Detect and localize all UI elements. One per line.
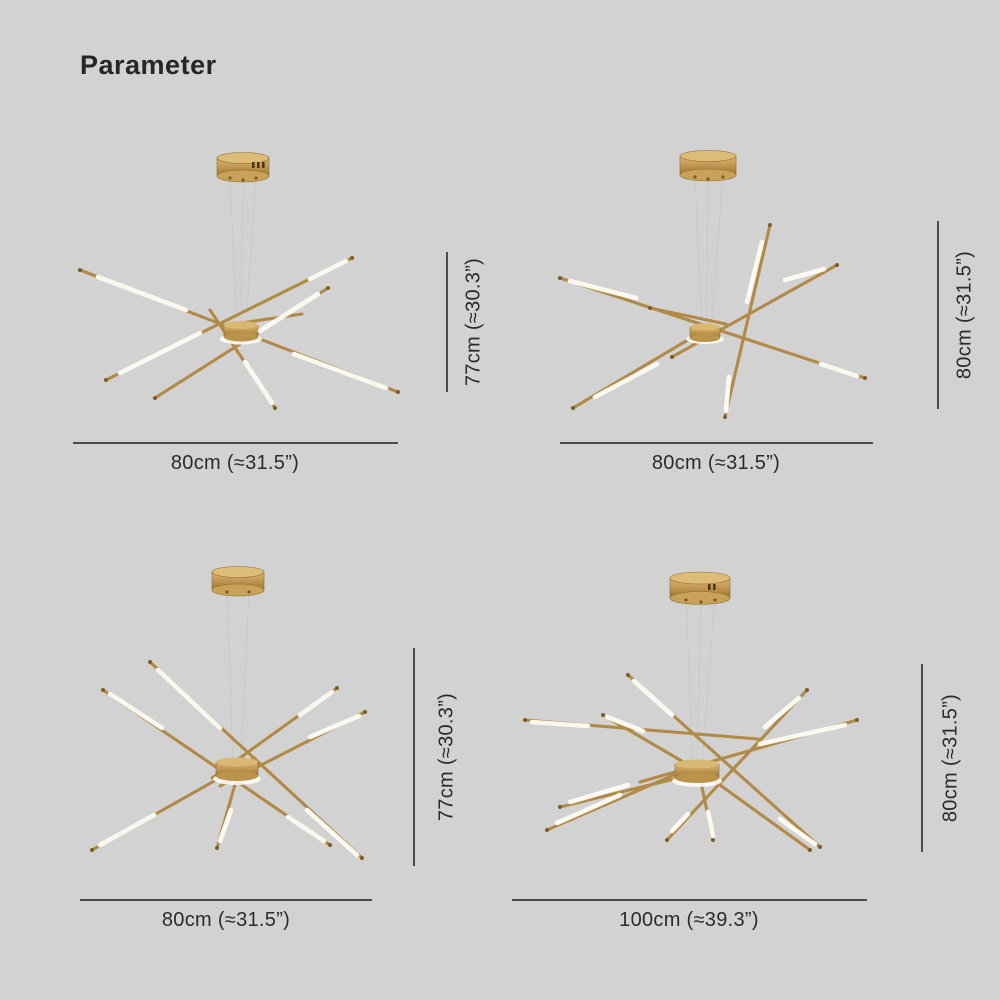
width-dimension-line-variant-4: [512, 899, 867, 901]
ceiling-canopy: [669, 571, 731, 605]
width-dimension-line-variant-3: [80, 899, 372, 901]
width-dimension-line-variant-2: [560, 442, 873, 444]
ceiling-canopy: [211, 566, 265, 597]
width-dimension-label-variant-1: 80cm (≈31.5”): [170, 452, 300, 474]
height-dimension-line-variant-2: [937, 221, 939, 409]
chandelier-image-variant-2: [558, 150, 867, 419]
height-dimension-label-variant-3: 77cm (≈30.3”): [435, 692, 458, 822]
center-hub: [220, 321, 262, 345]
led-tubes: [529, 678, 848, 847]
height-dimension-line-variant-4: [921, 664, 923, 852]
width-dimension-label-variant-3: 80cm (≈31.5”): [161, 909, 291, 931]
suspension-wires: [226, 591, 250, 763]
ceiling-canopy: [679, 150, 737, 182]
height-dimension-label-variant-1: 77cm (≈30.3”): [462, 257, 485, 387]
width-dimension-label-variant-4: 100cm (≈39.3”): [619, 909, 759, 931]
chandelier-image-variant-4: [523, 571, 859, 852]
ceiling-canopy: [216, 152, 270, 183]
page-title: Parameter: [80, 50, 217, 80]
height-dimension-line-variant-1: [446, 252, 448, 392]
center-hub: [686, 323, 724, 344]
center-hub: [213, 757, 261, 785]
suspension-wires: [229, 177, 257, 331]
chandelier-image-variant-1: [78, 152, 400, 410]
height-dimension-line-variant-3: [413, 648, 415, 866]
height-dimension-label-variant-4: 80cm (≈31.5”): [939, 693, 962, 823]
height-dimension-label-variant-2: 80cm (≈31.5”): [953, 250, 976, 380]
chandelier-image-variant-3: [90, 566, 367, 860]
width-dimension-line-variant-1: [73, 442, 398, 444]
suspension-wires: [694, 176, 724, 332]
width-dimension-label-variant-2: 80cm (≈31.5”): [651, 452, 781, 474]
led-tubes: [95, 258, 389, 406]
led-tubes: [567, 239, 860, 414]
led-tubes: [97, 667, 362, 858]
center-hub: [672, 759, 722, 787]
